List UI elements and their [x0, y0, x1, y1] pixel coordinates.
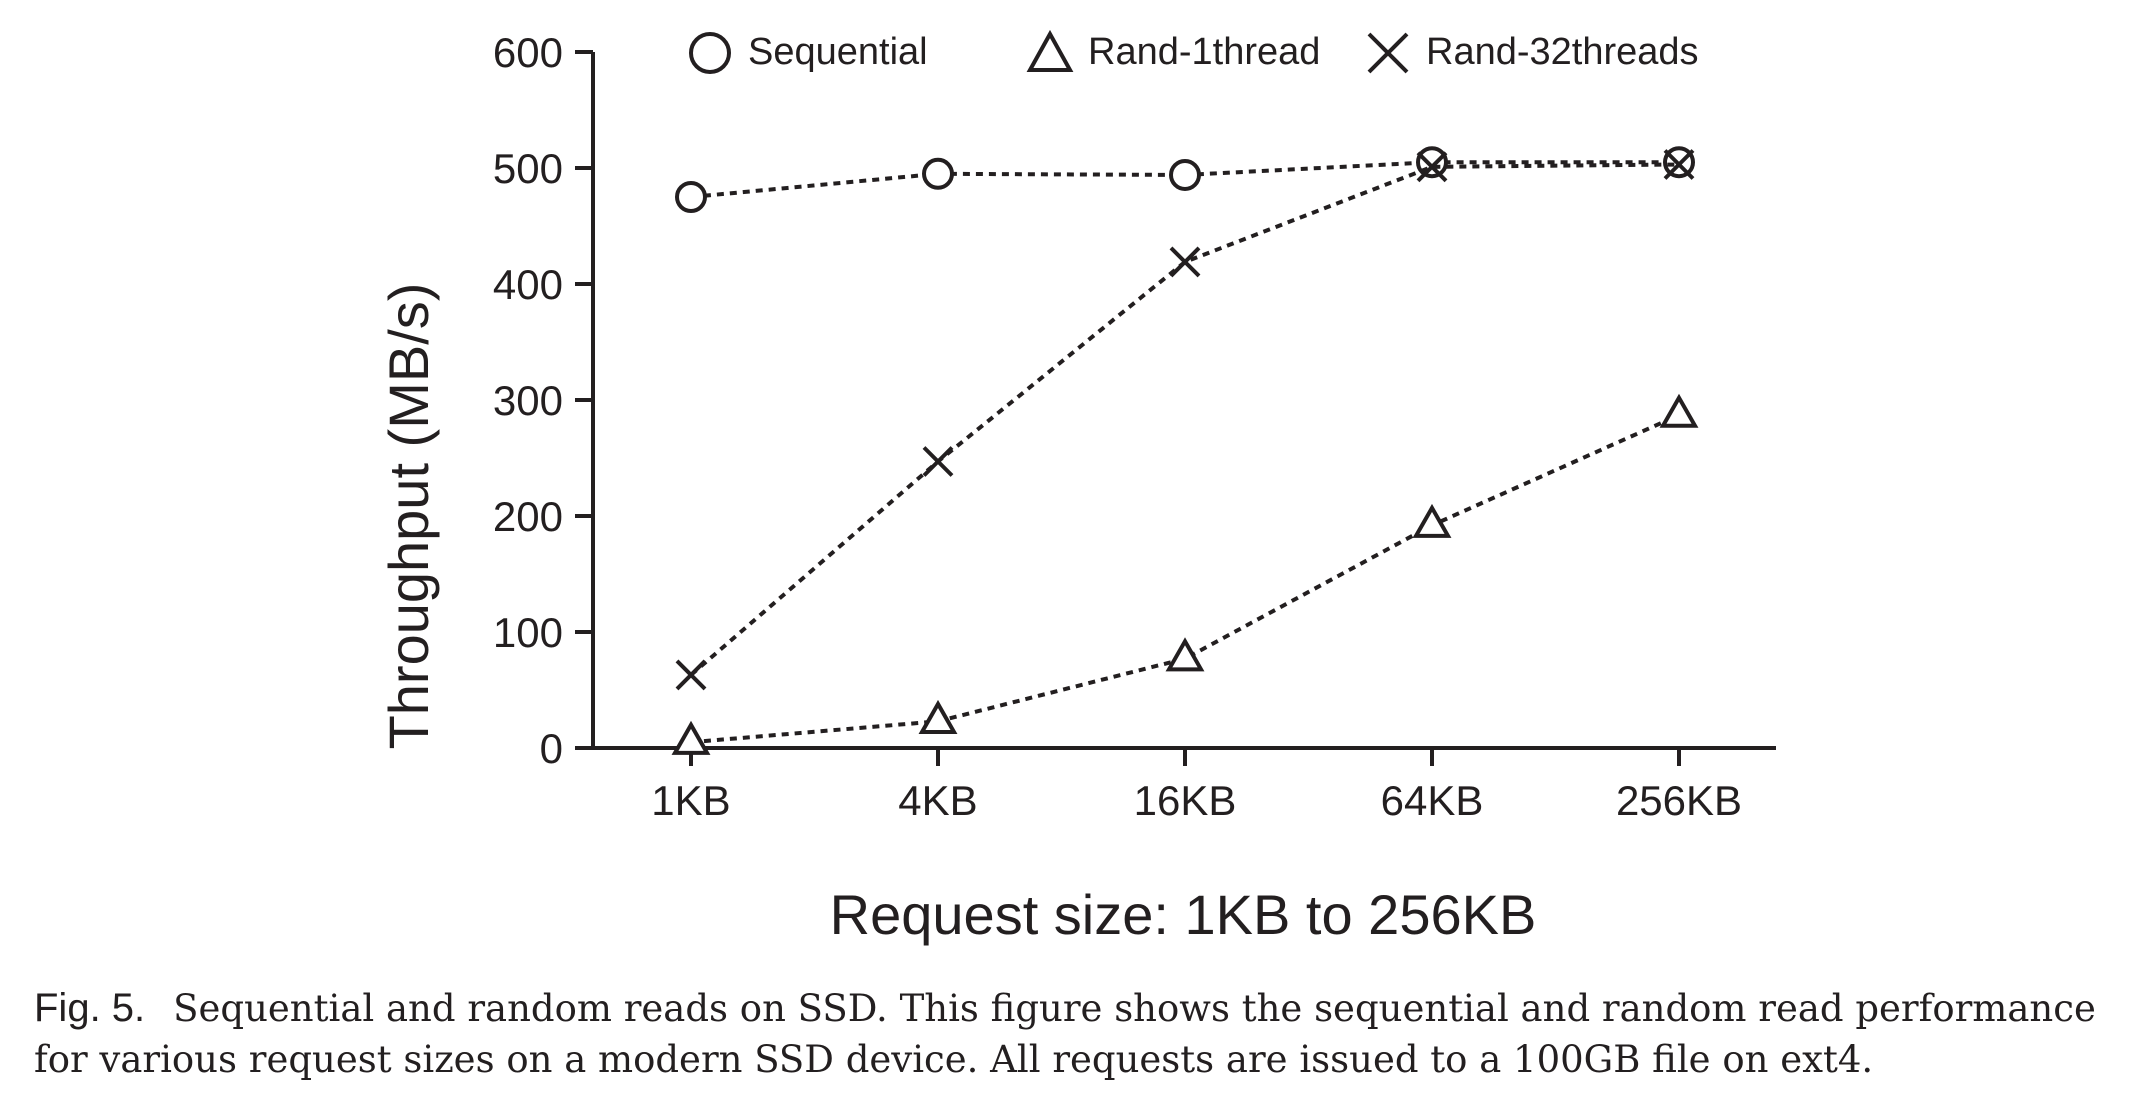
y-tick-label: 100 [493, 609, 563, 656]
chart-series [671, 146, 1699, 755]
data-point [671, 720, 711, 755]
series-line [689, 162, 1680, 677]
y-tick-label: 300 [493, 377, 563, 424]
x-axis-label: Request size: 1KB to 256KB [830, 883, 1537, 946]
x-tick-label: 4KB [898, 777, 977, 824]
data-point [918, 699, 958, 734]
x-tick-label: 256KB [1616, 777, 1742, 824]
data-point [675, 659, 707, 691]
legend-label: Sequential [748, 31, 928, 73]
data-point [1412, 503, 1452, 538]
legend-label: Rand-32threads [1426, 31, 1699, 73]
x-tick-label: 1KB [651, 777, 730, 824]
y-tick-label: 500 [493, 145, 563, 192]
legend-entry: Sequential [689, 31, 928, 74]
series-x [675, 149, 1695, 691]
chart-legend: Sequential Rand-1thread Rand-32threads [689, 29, 1699, 74]
legend-entry: Rand-1thread [1026, 29, 1320, 73]
legend-label: Rand-1thread [1088, 31, 1320, 73]
data-point [1165, 637, 1205, 672]
y-axis-label: Throughput (MB/s) [377, 283, 440, 750]
legend-marker [689, 32, 731, 74]
y-tick-label: 0 [540, 725, 563, 772]
x-tick-label: 16KB [1134, 777, 1237, 824]
chart-axes: 0 100 200 300 400 500 600 1KB 4KB 16KB 64KB 256KB [493, 29, 1776, 824]
y-tick-label: 400 [493, 261, 563, 308]
legend-entry: Rand-32threads [1367, 31, 1699, 74]
data-point [1416, 151, 1448, 183]
series-triangle [671, 393, 1699, 755]
y-tick-label: 200 [493, 493, 563, 540]
data-point [922, 157, 954, 190]
legend-marker [1026, 29, 1074, 72]
legend-marker [1367, 32, 1409, 74]
throughput-chart: 0 100 200 300 400 500 600 1KB 4KB 16KB 64KB 256KB S… [377, 29, 1776, 946]
data-point [1659, 393, 1699, 428]
caption-text: Sequential and random reads on SSD. This… [34, 987, 2096, 1081]
series-circle [675, 146, 1695, 213]
figure-caption: Fig. 5. Sequential and random reads on SS… [34, 983, 2144, 1085]
data-point [922, 446, 954, 477]
data-point [1663, 149, 1695, 180]
figure-number: Fig. 5. [34, 986, 146, 1030]
data-point [675, 181, 707, 213]
data-point [1169, 246, 1201, 278]
x-tick-label: 64KB [1381, 777, 1484, 824]
data-point [1169, 158, 1201, 191]
series-line [690, 413, 1680, 745]
y-tick-label: 600 [493, 29, 563, 76]
